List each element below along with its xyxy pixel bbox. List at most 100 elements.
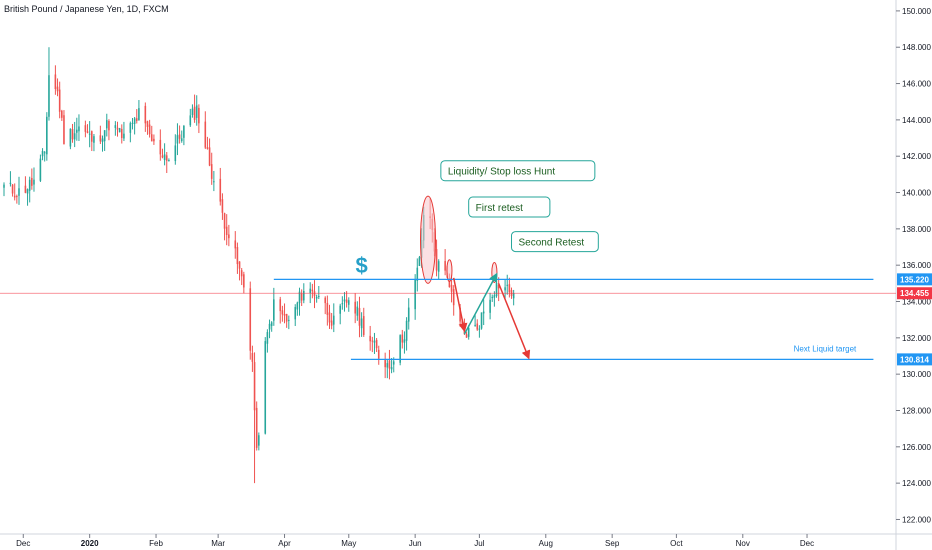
candle-body <box>131 122 134 124</box>
candle-body <box>71 129 74 140</box>
candle-body <box>258 435 260 446</box>
candle-body <box>31 177 33 186</box>
candle-body <box>180 138 183 142</box>
candle-body <box>193 106 196 120</box>
level-label-box-resistance <box>897 273 932 286</box>
x-tick-label: Jun <box>409 539 422 548</box>
candle-body <box>268 323 271 330</box>
candle-body <box>444 261 446 271</box>
level-label-resistance: 135.220 <box>900 275 929 284</box>
level-label-liquid-target: 130.814 <box>900 355 929 364</box>
candle-body <box>48 75 50 117</box>
y-tick-label: 130.000 <box>902 370 931 379</box>
candle-body <box>253 362 256 411</box>
candle-body <box>178 134 181 139</box>
candle-body <box>133 118 136 124</box>
candle-body <box>26 189 29 194</box>
candle-body <box>28 179 31 191</box>
candle-body <box>489 299 491 313</box>
y-tick-label: 126.000 <box>902 443 931 452</box>
candle-body <box>435 249 438 271</box>
candle-body <box>118 128 121 133</box>
candle-body <box>243 274 245 288</box>
candle-body <box>418 257 421 266</box>
x-tick-label: Mar <box>211 539 225 548</box>
candle-body <box>311 289 314 292</box>
candle-body <box>330 320 333 326</box>
candle-body <box>255 407 258 448</box>
candle-body <box>296 302 299 310</box>
chart-title: British Pound / Japanese Yen, 1D, FXCM <box>4 4 169 14</box>
candle-body <box>63 115 65 145</box>
x-tick-label: May <box>341 539 356 548</box>
candle-body <box>317 296 320 298</box>
candle-body <box>482 311 485 314</box>
candle-body <box>103 130 106 142</box>
candle-body <box>448 278 451 288</box>
candle-body <box>16 196 18 198</box>
annotation-box <box>468 196 551 218</box>
level-label-box-last-price <box>897 287 932 300</box>
x-tick-label: Nov <box>736 539 750 548</box>
candle-body <box>18 188 20 196</box>
candle-body <box>236 247 239 265</box>
candle-body <box>114 125 117 128</box>
candle-body <box>326 302 329 315</box>
candle-body <box>135 118 138 122</box>
candle-body <box>345 299 348 303</box>
candle-body <box>371 340 374 342</box>
candle-body <box>93 136 95 143</box>
candle-body <box>266 332 269 344</box>
candle-body <box>450 284 453 292</box>
candle-body <box>105 120 108 129</box>
candle-body <box>150 134 153 142</box>
candle-body <box>414 279 416 310</box>
candle-body <box>99 135 102 142</box>
candle-body <box>497 285 500 289</box>
candle-body <box>41 150 44 157</box>
candle-body <box>403 339 406 343</box>
candle-body <box>165 155 168 161</box>
candle-body <box>54 74 57 89</box>
candle-body <box>228 234 230 239</box>
y-tick-label: 146.000 <box>902 80 931 89</box>
candle-body <box>390 367 393 370</box>
y-tick-label: 144.000 <box>902 116 931 125</box>
candle-body <box>384 359 386 368</box>
candle-body <box>183 125 185 138</box>
candle-body <box>298 291 301 304</box>
y-tick-label: 124.000 <box>902 479 931 488</box>
candle-body <box>129 123 132 133</box>
candles <box>3 47 515 484</box>
candle-body <box>493 295 496 298</box>
candle-body <box>264 341 267 434</box>
candle-body <box>251 353 254 362</box>
candle-body <box>480 312 483 329</box>
candle-body <box>219 178 222 202</box>
candle-body <box>69 128 72 147</box>
candle-body <box>283 313 286 316</box>
candle-body <box>302 290 305 301</box>
candle-body <box>279 299 282 312</box>
candle-body <box>176 135 179 144</box>
candle-body <box>206 147 209 149</box>
y-tick-label: 132.000 <box>902 334 931 343</box>
candle-body <box>225 226 228 235</box>
candle-body <box>213 181 215 183</box>
candle-body <box>512 293 515 299</box>
candle-body <box>392 361 395 365</box>
y-tick-label: 134.000 <box>902 298 931 307</box>
candle-body <box>161 155 164 158</box>
candle-body <box>39 158 42 181</box>
annotation-text: Next Liquid target <box>794 345 857 354</box>
candle-body <box>313 291 316 297</box>
candle-body <box>101 138 104 142</box>
candle-body <box>347 300 350 305</box>
candle-body <box>84 125 87 132</box>
x-tick-label: Apr <box>278 539 291 548</box>
candle-body <box>332 315 335 325</box>
candle-body <box>356 306 359 316</box>
candle-body <box>195 105 198 118</box>
candle-body <box>146 121 149 127</box>
